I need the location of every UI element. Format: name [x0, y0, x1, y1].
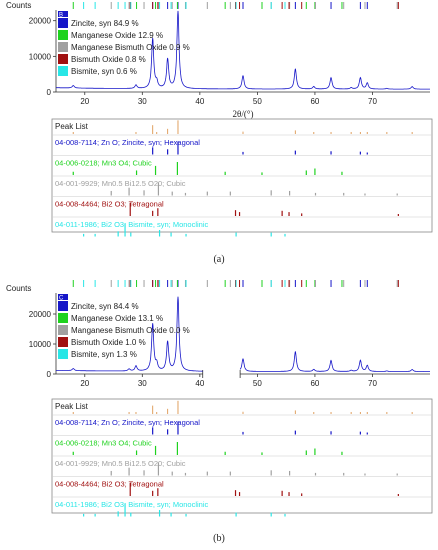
- x-tick-label: 40: [195, 97, 204, 106]
- legend-swatch: [58, 54, 68, 64]
- x-tick-label: 40: [195, 379, 204, 388]
- phase-label: 04-006-0218; Mn3 O4; Cubic: [55, 159, 152, 168]
- phase-label: 04-001-9929; Mn0.5 Bi12.5 O20; Cubic: [55, 179, 186, 188]
- legend-title: B: [59, 13, 63, 19]
- x-tick-label: 70: [368, 97, 377, 106]
- legend-swatch: [58, 30, 68, 40]
- legend-title-swatch: [58, 11, 68, 17]
- legend-swatch: [58, 18, 68, 28]
- peak-list-title: Peak List: [55, 122, 89, 131]
- xrd-chart-b: Counts 0 10000 20000 20 30 40 50 60 70 C Zincite, s…: [6, 280, 433, 517]
- x-tick-label: 50: [253, 379, 262, 388]
- legend-entry: Zincite, syn 84.9 %: [71, 19, 139, 28]
- phase-label: 04-008-7114; Zn O; Zincite, syn; Hexagon…: [55, 418, 200, 427]
- phase-label: 04-008-4464; Bi2 O3; Tetragonal: [55, 480, 164, 489]
- x-tick-label: 20: [80, 379, 89, 388]
- legend-entry: Bismuth Oxide 1.0 %: [71, 338, 146, 347]
- legend-title-swatch: [58, 294, 68, 300]
- legend-entry: Bismite, syn 0.6 %: [71, 67, 137, 76]
- peak-list-box: [51, 118, 433, 233]
- x-tick-label: 20: [80, 97, 89, 106]
- xrd-figure-b: Counts 0 10000 20000 20 30 40 50 60 70 C Zincite, s…: [0, 275, 438, 547]
- peak-list-title: Peak List: [55, 402, 89, 411]
- legend-swatch: [58, 313, 68, 323]
- legend-entry: Manganese Oxide 13.1 %: [71, 314, 163, 323]
- phase-label: 04-011-1986; Bi2 O3; Bismite, syn; Monoc…: [55, 500, 209, 509]
- legend-swatch: [58, 349, 68, 359]
- x-axis-label: 2θ/(°): [233, 109, 254, 119]
- legend-entry: Manganese Oxide 12.9 %: [71, 31, 163, 40]
- x-tick-label: 50: [253, 97, 262, 106]
- phase-label: 04-006-0218; Mn3 O4; Cubic: [55, 439, 152, 448]
- diffraction-curve: [56, 296, 203, 372]
- y-axis-label: Counts: [6, 1, 31, 10]
- phase-label: 04-008-7114; Zn O; Zincite, syn; Hexagon…: [55, 138, 200, 147]
- x-tick-label: 60: [310, 97, 319, 106]
- x-tick-label: 70: [368, 379, 377, 388]
- phase-label: 04-011-1986; Bi2 O3; Bismite, syn; Monoc…: [55, 220, 209, 229]
- y-tick-label: 10000: [29, 52, 52, 61]
- x-tick-label: 60: [310, 379, 319, 388]
- diffraction-curve: [239, 351, 430, 372]
- legend-entry: Bismuth Oxide 0.8 %: [71, 55, 146, 64]
- y-tick-label: 20000: [29, 310, 52, 319]
- panel-caption-b: (b): [213, 533, 225, 544]
- y-tick-label: 0: [47, 88, 52, 97]
- panel-caption-a: (a): [213, 254, 225, 265]
- x-tick-label: 30: [138, 379, 147, 388]
- legend-swatch: [58, 337, 68, 347]
- diffraction-curve: [56, 10, 430, 90]
- legend-title: C: [59, 296, 64, 302]
- legend-swatch: [58, 42, 68, 52]
- legend-entry: Manganese Bismuth Oxide 0.9 %: [71, 43, 190, 52]
- y-tick-label: 20000: [29, 17, 52, 26]
- y-tick-label: 10000: [29, 340, 52, 349]
- legend-entry: Manganese Bismuth Oxide 0.0 %: [71, 326, 190, 335]
- phase-label: 04-008-4464; Bi2 O3; Tetragonal: [55, 200, 164, 209]
- legend-swatch: [58, 66, 68, 76]
- x-tick-label: 30: [138, 97, 147, 106]
- phase-label: 04-001-9929; Mn0.5 Bi12.5 O20; Cubic: [55, 459, 186, 468]
- xrd-chart-a: Counts 0 10000 20000 20 30 40 50 60 70 2θ/(°) B Zinc…: [6, 1, 433, 237]
- y-axis-label: Counts: [6, 284, 31, 293]
- xrd-figure-a: Counts 0 10000 20000 20 30 40 50 60 70 2θ/(°) B Zinc…: [0, 0, 438, 272]
- legend-swatch: [58, 301, 68, 311]
- y-tick-label: 0: [47, 370, 52, 379]
- legend-entry: Bismite, syn 1.3 %: [71, 350, 137, 359]
- legend-swatch: [58, 325, 68, 335]
- legend-entry: Zincite, syn 84.4 %: [71, 302, 139, 311]
